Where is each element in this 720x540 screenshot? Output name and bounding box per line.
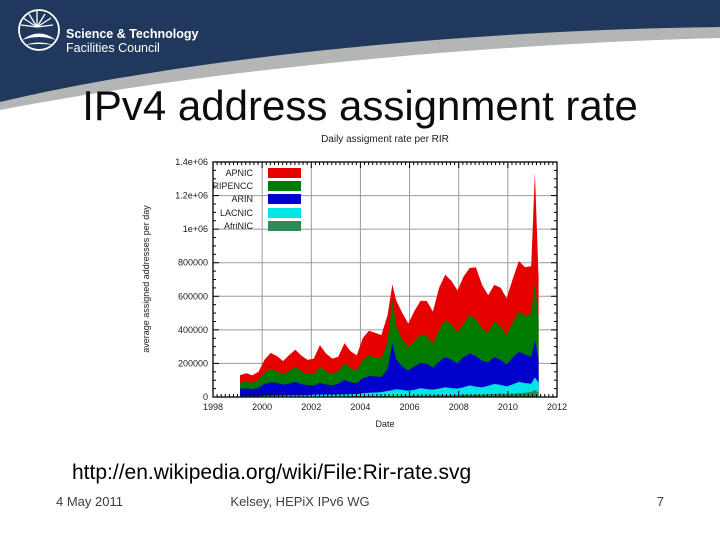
legend-label: AfriNIC bbox=[224, 221, 253, 232]
legend-item-afrinic: AfriNIC bbox=[135, 220, 301, 233]
svg-text:800000: 800000 bbox=[178, 258, 208, 268]
legend-item-arin: ARIN bbox=[135, 193, 301, 206]
legend-label: RIPENCC bbox=[212, 181, 253, 192]
legend-item-apnic: APNIC bbox=[135, 166, 301, 179]
chart-legend: APNIC RIPENCC ARIN LACNIC AfriNIC bbox=[135, 166, 301, 233]
svg-text:200000: 200000 bbox=[178, 358, 208, 368]
legend-label: ARIN bbox=[231, 194, 253, 205]
svg-text:2004: 2004 bbox=[350, 402, 370, 412]
legend-swatch-apnic bbox=[268, 167, 301, 178]
footer-page-number: 7 bbox=[656, 494, 664, 509]
area-afrinic bbox=[240, 389, 539, 397]
svg-text:1e+06: 1e+06 bbox=[183, 224, 208, 234]
legend-item-ripencc: RIPENCC bbox=[135, 179, 301, 192]
logo-subtitle: Facilities Council bbox=[66, 41, 160, 55]
stfc-logo-text: Science & Technology Facilities Council bbox=[66, 27, 198, 55]
y-axis-label: average assigned addresses per day bbox=[141, 205, 151, 353]
legend-label: LACNIC bbox=[219, 207, 253, 218]
svg-text:0: 0 bbox=[203, 392, 208, 402]
chart-title: Daily assigment rate per RIR bbox=[321, 134, 449, 145]
svg-text:400000: 400000 bbox=[178, 325, 208, 335]
header-banner bbox=[0, 0, 720, 110]
stfc-logo-icon bbox=[18, 9, 60, 51]
legend-label: APNIC bbox=[225, 167, 253, 178]
legend-item-lacnic: LACNIC bbox=[135, 206, 301, 219]
svg-text:2002: 2002 bbox=[301, 402, 321, 412]
logo-title: Science & Technology bbox=[66, 27, 199, 41]
header-navy-swoosh bbox=[0, 0, 720, 102]
area-arin bbox=[240, 340, 539, 397]
svg-text:1998: 1998 bbox=[203, 402, 223, 412]
legend-swatch-ripencc bbox=[268, 181, 301, 192]
svg-text:1.2e+06: 1.2e+06 bbox=[175, 191, 208, 201]
legend-swatch-afrinic bbox=[268, 221, 301, 232]
footer-author: Kelsey, HEPiX IPv6 WG bbox=[230, 494, 370, 509]
x-axis-label: Date bbox=[375, 419, 394, 429]
svg-text:2010: 2010 bbox=[498, 402, 518, 412]
area-lacnic bbox=[240, 377, 539, 397]
source-url: http://en.wikipedia.org/wiki/File:Rir-ra… bbox=[72, 461, 472, 484]
svg-text:2012: 2012 bbox=[547, 402, 567, 412]
legend-swatch-lacnic bbox=[268, 207, 301, 218]
legend-swatch-arin bbox=[268, 194, 301, 205]
slide-title: IPv4 address assignment rate bbox=[82, 82, 638, 129]
footer-date: 4 May 2011 bbox=[56, 494, 123, 509]
rir-rate-chart: Daily assigment rate per RIR Date averag… bbox=[135, 128, 575, 436]
chart-plot-area: Daily assigment rate per RIR Date averag… bbox=[141, 134, 567, 429]
svg-text:2006: 2006 bbox=[400, 402, 420, 412]
svg-text:600000: 600000 bbox=[178, 291, 208, 301]
svg-text:2008: 2008 bbox=[449, 402, 469, 412]
svg-text:2000: 2000 bbox=[252, 402, 272, 412]
svg-text:1.4e+06: 1.4e+06 bbox=[175, 157, 208, 167]
